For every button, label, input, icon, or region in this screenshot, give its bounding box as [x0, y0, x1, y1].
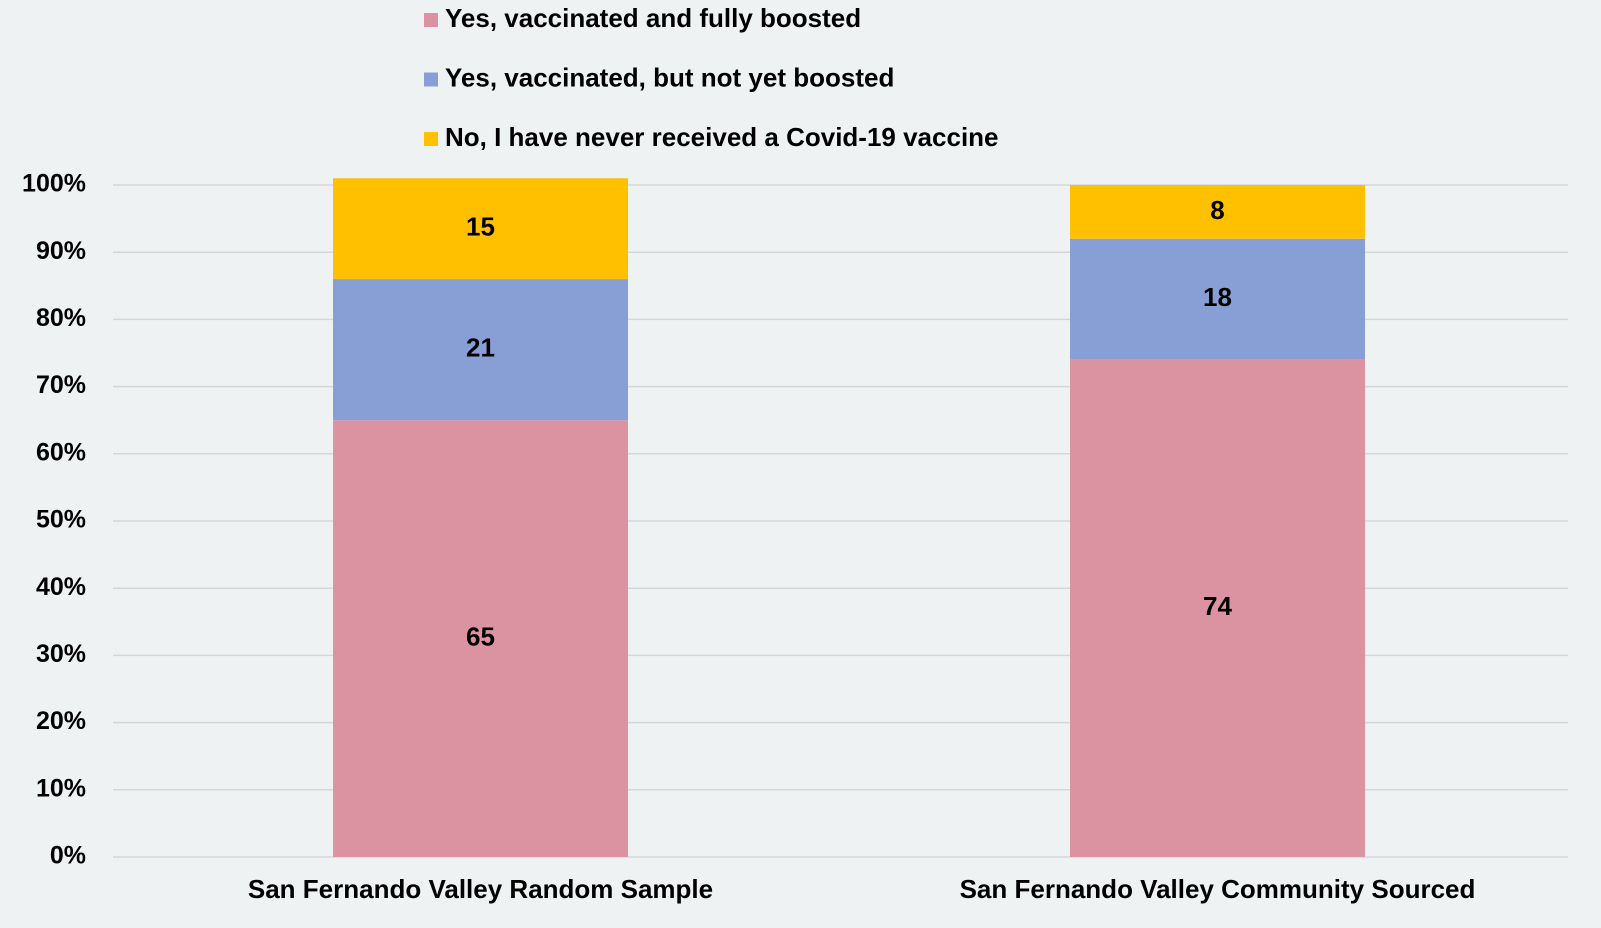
bar-segment — [1070, 185, 1365, 239]
data-label: 21 — [466, 333, 495, 363]
data-label: 65 — [466, 621, 495, 651]
data-label: 18 — [1203, 282, 1232, 312]
bar-segment — [333, 420, 628, 857]
y-tick-label: 30% — [36, 640, 86, 668]
y-tick-label: 60% — [36, 438, 86, 466]
y-tick-label: 10% — [36, 774, 86, 802]
legend-swatch — [424, 72, 438, 87]
x-tick-label: San Fernando Valley Random Sample — [248, 874, 713, 904]
y-tick-label: 40% — [36, 573, 86, 601]
data-label: 15 — [466, 212, 495, 242]
data-label: 8 — [1210, 195, 1224, 225]
y-tick-label: 100% — [22, 170, 86, 198]
legend-label: No, I have never received a Covid-19 vac… — [445, 122, 999, 152]
bar-segment — [333, 279, 628, 421]
legend-label: Yes, vaccinated and fully boosted — [445, 3, 861, 33]
legend-label: Yes, vaccinated, but not yet boosted — [445, 62, 894, 92]
bar-segment — [333, 178, 628, 280]
y-tick-label: 80% — [36, 304, 86, 332]
y-tick-label: 20% — [36, 707, 86, 735]
y-tick-label: 50% — [36, 506, 86, 534]
bar-segment — [1070, 238, 1365, 360]
x-tick-label: San Fernando Valley Community Sourced — [960, 874, 1476, 904]
legend-swatch — [424, 13, 438, 27]
legend-swatch — [424, 132, 438, 146]
y-tick-label: 70% — [36, 371, 86, 399]
data-label: 74 — [1203, 591, 1232, 621]
y-tick-label: 90% — [36, 237, 86, 265]
y-tick-label: 0% — [50, 842, 86, 870]
bar-segment — [1070, 359, 1365, 857]
